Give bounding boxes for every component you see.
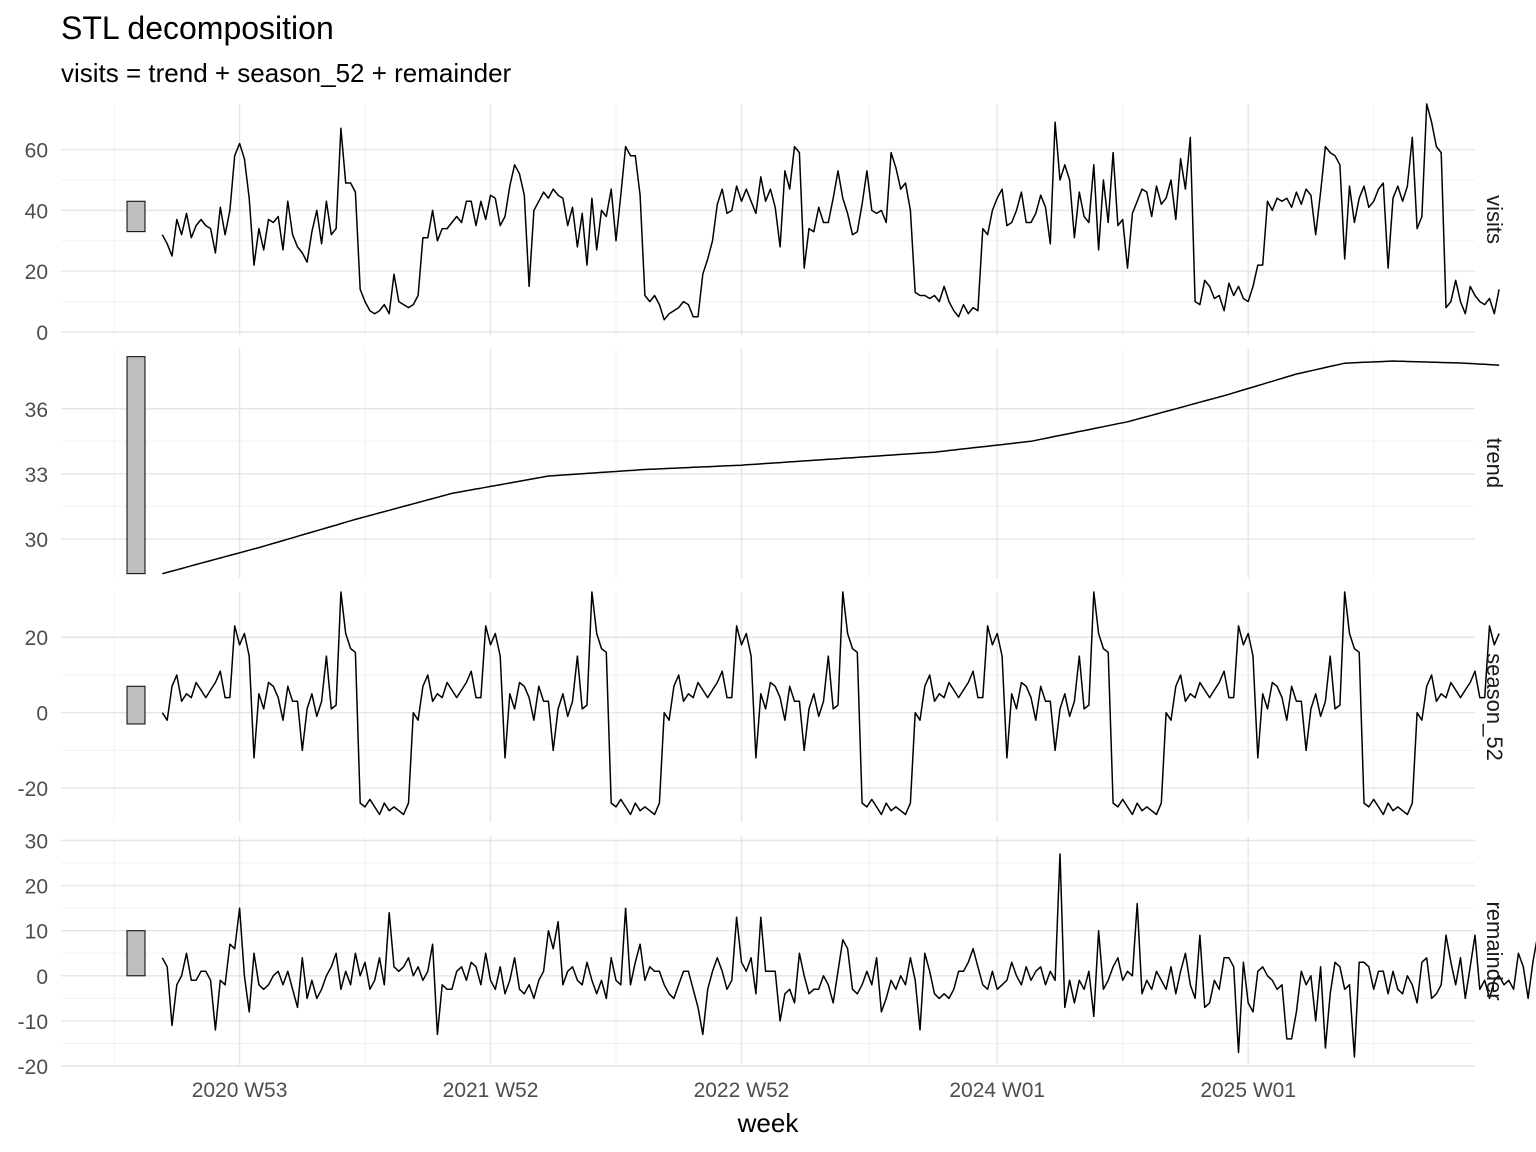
y-tick-label: 20 <box>25 261 48 284</box>
y-tick-label: -20 <box>18 778 48 801</box>
series-line-season_52 <box>161 591 1500 816</box>
scale-bar <box>126 930 146 977</box>
y-tick-label: -20 <box>18 1056 48 1079</box>
series-line-visits <box>161 103 1500 321</box>
facet-label: remainder <box>1482 901 1507 1000</box>
y-tick-label: 20 <box>25 627 48 650</box>
y-tick-label: 30 <box>25 529 48 552</box>
y-tick-label: 20 <box>25 876 48 899</box>
chart-title: STL decomposition <box>61 10 334 46</box>
series-line-remainder <box>161 853 1536 1058</box>
y-tick-label: -10 <box>18 1011 48 1034</box>
y-tick-label: 33 <box>25 464 48 487</box>
facet-label: visits <box>1482 195 1507 244</box>
x-tick-label: 2021 W52 <box>443 1079 539 1102</box>
facet-label: season_52 <box>1482 653 1507 761</box>
y-tick-label: 0 <box>36 966 48 989</box>
series-line-trend <box>162 360 1500 575</box>
y-tick-label: 30 <box>25 831 48 854</box>
x-axis-title: week <box>737 1108 800 1138</box>
facet-label: trend <box>1482 438 1507 488</box>
scale-bar <box>126 356 146 575</box>
chart-subtitle: visits = trend + season_52 + remainder <box>61 58 512 88</box>
x-tick-label: 2025 W01 <box>1200 1079 1296 1102</box>
y-tick-label: 40 <box>25 200 48 223</box>
y-tick-label: 36 <box>25 399 48 422</box>
x-tick-label: 2024 W01 <box>949 1079 1045 1102</box>
x-tick-label: 2020 W53 <box>192 1079 288 1102</box>
scale-bar <box>126 685 146 725</box>
y-tick-label: 10 <box>25 921 48 944</box>
scale-bar <box>126 200 146 233</box>
y-tick-label: 0 <box>36 322 48 345</box>
x-tick-label: 2022 W52 <box>694 1079 790 1102</box>
y-tick-label: 60 <box>25 140 48 163</box>
y-tick-label: 0 <box>36 703 48 726</box>
